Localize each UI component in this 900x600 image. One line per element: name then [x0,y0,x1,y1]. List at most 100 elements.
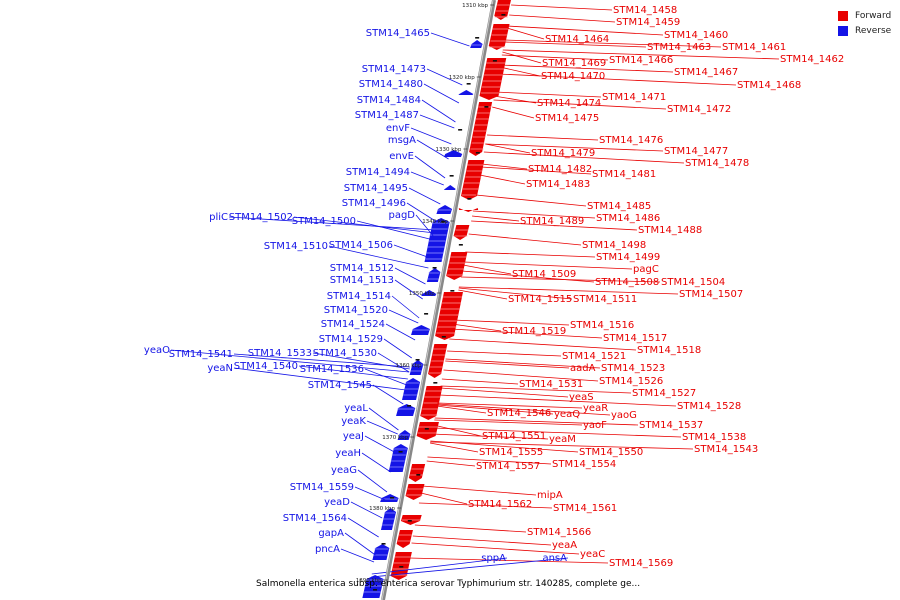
forward-gene-label[interactable]: STM14_1485 [587,201,651,212]
forward-gene-label[interactable]: STM14_1531 [519,379,583,390]
reverse-gene-label[interactable]: envF [386,123,410,134]
reverse-gene-label[interactable]: STM14_1520 [324,305,388,316]
reverse-gene-label[interactable]: yeaG [331,465,357,476]
forward-gene-label[interactable]: STM14_1521 [562,351,626,362]
reverse-gene-label[interactable]: STM14_1500 [292,216,356,227]
forward-gene-label[interactable]: STM14_1468 [737,80,801,91]
forward-gene-label[interactable]: STM14_1517 [603,333,667,344]
forward-gene-label[interactable]: yeaQ [554,409,580,420]
forward-gene-label[interactable]: STM14_1459 [616,17,680,28]
reverse-gene-label[interactable]: STM14_1495 [344,183,408,194]
forward-gene-label[interactable]: STM14_1566 [527,527,591,538]
forward-gene-label[interactable]: STM14_1463 [647,42,711,53]
forward-gene-label[interactable]: STM14_1509 [512,269,576,280]
forward-gene-block[interactable] [416,422,439,440]
reverse-gene-label[interactable]: yeaH [335,448,361,459]
forward-gene-label[interactable]: STM14_1478 [685,158,749,169]
forward-gene-label[interactable]: yeaA [552,540,577,551]
forward-gene-block[interactable] [469,102,493,156]
forward-gene-label[interactable]: yaoF [583,420,607,431]
forward-gene-label[interactable]: STM14_1555 [479,447,543,458]
forward-gene-block[interactable] [453,225,470,240]
reverse-gene-label[interactable]: pncA [315,544,340,555]
forward-gene-label[interactable]: yeaR [583,403,608,414]
reverse-gene-block[interactable] [458,90,474,95]
reverse-gene-label[interactable]: STM14_1487 [355,110,419,121]
forward-gene-label[interactable]: STM14_1474 [537,98,601,109]
forward-gene-label[interactable]: STM14_1557 [476,461,540,472]
forward-gene-label[interactable]: STM14_1472 [667,104,731,115]
forward-gene-block[interactable] [488,24,510,50]
reverse-gene-block[interactable] [470,40,483,48]
reverse-gene-label[interactable]: yeaO [144,345,170,356]
forward-gene-label[interactable]: STM14_1479 [531,148,595,159]
reverse-gene-block[interactable] [372,544,390,560]
forward-gene-label[interactable]: STM14_1537 [639,420,703,431]
reverse-gene-label[interactable]: pagD [388,210,415,221]
forward-gene-block[interactable] [396,530,413,548]
reverse-gene-label[interactable]: gapA [318,528,344,539]
reverse-gene-label[interactable]: ansA [542,553,567,564]
reverse-gene-label[interactable]: sppA [481,553,506,564]
reverse-gene-label[interactable]: yeaK [341,416,366,427]
forward-gene-label[interactable]: STM14_1462 [780,54,844,65]
forward-gene-label[interactable]: STM14_1527 [632,388,696,399]
reverse-gene-label[interactable]: STM14_1529 [319,334,383,345]
forward-gene-label[interactable]: STM14_1504 [661,277,725,288]
forward-gene-label[interactable]: STM14_1486 [596,213,660,224]
forward-gene-label[interactable]: STM14_1476 [599,135,663,146]
forward-gene-label[interactable]: STM14_1523 [601,363,665,374]
forward-gene-label[interactable]: STM14_1526 [599,376,663,387]
forward-gene-label[interactable]: STM14_1481 [592,169,656,180]
reverse-gene-block[interactable] [380,494,399,502]
forward-gene-label[interactable]: pagC [633,264,659,275]
forward-gene-label[interactable]: STM14_1460 [664,30,728,41]
reverse-gene-label[interactable]: STM14_1473 [362,64,426,75]
forward-gene-block[interactable] [479,58,507,100]
forward-gene-label[interactable]: STM14_1538 [682,432,746,443]
reverse-gene-label[interactable]: STM14_1514 [327,291,391,302]
forward-gene-label[interactable]: STM14_1483 [526,179,590,190]
reverse-gene-label[interactable]: STM14_1484 [357,95,421,106]
reverse-gene-label[interactable]: STM14_1540 [234,361,298,372]
reverse-gene-label[interactable]: STM14_1494 [346,167,410,178]
reverse-gene-label[interactable]: yeaL [344,403,368,414]
forward-gene-label[interactable]: STM14_1467 [674,67,738,78]
forward-gene-label[interactable]: STM14_1515 [508,294,572,305]
reverse-gene-label[interactable]: STM14_1533 [248,348,312,359]
forward-gene-label[interactable]: STM14_1554 [552,459,616,470]
reverse-gene-block[interactable] [396,404,416,416]
reverse-gene-block[interactable] [421,290,437,296]
reverse-gene-label[interactable]: STM14_1524 [321,319,385,330]
forward-gene-label[interactable]: aadA [570,363,596,374]
forward-gene-label[interactable]: STM14_1488 [638,225,702,236]
forward-gene-label[interactable]: STM14_1518 [637,345,701,356]
reverse-gene-label[interactable]: STM14_1465 [366,28,430,39]
forward-gene-label[interactable]: STM14_1519 [502,326,566,337]
reverse-gene-label[interactable]: STM14_1510 [264,241,328,252]
forward-gene-label[interactable]: STM14_1471 [602,92,666,103]
reverse-gene-label[interactable]: STM14_1480 [359,79,423,90]
forward-gene-label[interactable]: STM14_1562 [468,499,532,510]
reverse-gene-label[interactable]: STM14_1513 [330,275,394,286]
reverse-gene-label[interactable]: STM14_1536 [300,364,364,375]
forward-gene-label[interactable]: STM14_1458 [613,5,677,16]
reverse-gene-label[interactable]: STM14_1564 [283,513,347,524]
forward-gene-label[interactable]: STM14_1569 [609,558,673,569]
legend-reverse[interactable]: Reverse [838,23,891,38]
reverse-gene-block[interactable] [443,185,456,190]
forward-gene-label[interactable]: STM14_1470 [541,71,605,82]
forward-gene-label[interactable]: yaoG [611,410,637,421]
forward-gene-label[interactable]: STM14_1464 [545,34,609,45]
forward-gene-label[interactable]: STM14_1507 [679,289,743,300]
forward-gene-label[interactable]: STM14_1482 [528,164,592,175]
reverse-gene-label[interactable]: STM14_1530 [313,348,377,359]
forward-gene-label[interactable]: STM14_1498 [582,240,646,251]
forward-gene-label[interactable]: STM14_1508 [595,277,659,288]
forward-gene-block[interactable] [405,484,425,500]
forward-gene-label[interactable]: STM14_1461 [722,42,786,53]
reverse-gene-label[interactable]: STM14_1506 [329,240,393,251]
reverse-gene-label[interactable]: STM14_1559 [290,482,354,493]
